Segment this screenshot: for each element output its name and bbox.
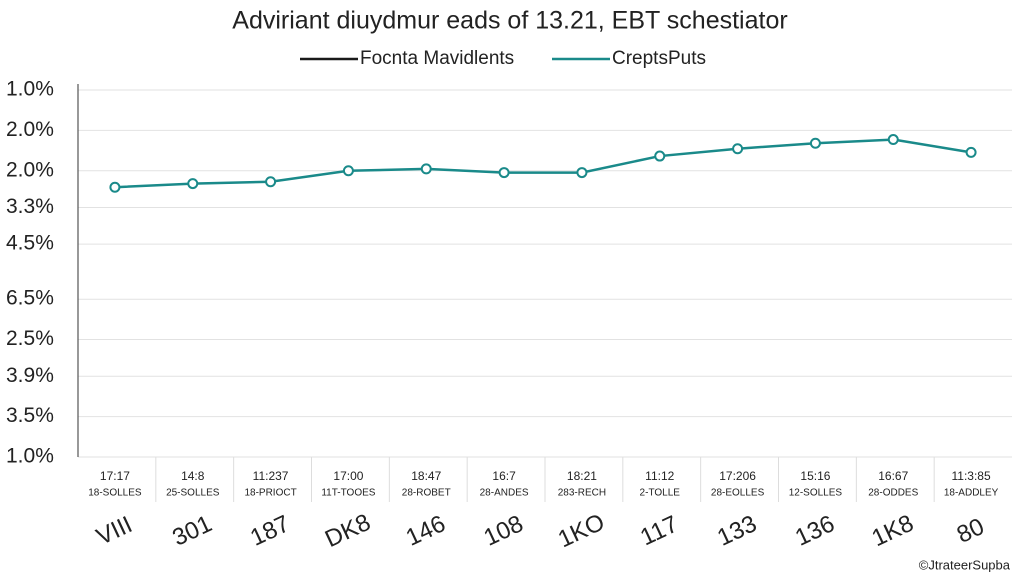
y-tick-label: 3.3% <box>6 195 54 218</box>
data-point <box>187 178 199 190</box>
x-detail-label: 11:237 <box>253 469 289 483</box>
x-detail-label: 17:00 <box>333 469 363 483</box>
data-point <box>654 150 666 162</box>
data-point <box>965 146 977 158</box>
x-detail-label: 18-PRIOCT <box>244 488 296 499</box>
x-detail-label: 17:17 <box>100 469 130 483</box>
data-point <box>420 163 432 175</box>
x-detail-label: 28-ODDES <box>868 488 918 499</box>
y-tick-label: 2.0% <box>6 158 54 181</box>
x-detail-label: 17:206 <box>719 469 756 483</box>
x-detail-label: 28-ROBET <box>402 488 451 499</box>
series-line <box>114 138 972 189</box>
x-detail-label: 28-EOLLES <box>711 488 765 499</box>
chart-title: Adviriant diuydmur eads of 13.21, EBT sc… <box>232 7 787 35</box>
x-detail-label: 11:3:85 <box>952 469 991 483</box>
x-detail-label: 18:47 <box>411 469 441 483</box>
y-tick-label: 2.0% <box>6 118 54 141</box>
data-point <box>887 134 899 146</box>
data-point <box>809 137 821 149</box>
x-detail-label: 28-ANDES <box>480 488 529 499</box>
x-tick-label: DK8 <box>321 509 375 553</box>
x-tick-label: 187 <box>246 510 294 551</box>
x-detail-label: 18-SOLLES <box>88 488 142 499</box>
y-tick-label: 1.0% <box>6 78 54 101</box>
x-detail-label: 2-TOLLE <box>640 488 681 499</box>
x-tick-label: 108 <box>480 510 528 551</box>
x-detail-label: 16:67 <box>878 469 908 483</box>
data-point <box>732 143 744 155</box>
y-tick-label: 3.9% <box>6 364 54 387</box>
x-tick-label: 133 <box>713 510 761 551</box>
x-detail-label: 11T-TOOES <box>321 488 375 499</box>
data-point <box>498 167 510 179</box>
x-tick-label: 1K8 <box>868 510 918 553</box>
x-tick-label: 301 <box>168 510 216 551</box>
y-tick-label: 1.0% <box>6 445 54 468</box>
x-detail-label: 14:8 <box>181 469 205 483</box>
x-tick-label: VIII <box>92 511 136 551</box>
legend-label: CreptsPuts <box>612 48 706 69</box>
watermark: ©JtrateerSupba <box>919 557 1011 572</box>
x-detail-label: 16:7 <box>492 469 516 483</box>
x-detail-label: 25-SOLLES <box>166 488 220 499</box>
x-tick-label: 136 <box>791 510 839 551</box>
x-detail-label: 18-ADDLEY <box>944 488 999 499</box>
x-tick-label: 80 <box>953 513 989 549</box>
x-tick-label: 1KO <box>554 509 609 554</box>
x-detail-label: 18:21 <box>567 469 597 483</box>
y-tick-label: 4.5% <box>6 232 54 255</box>
y-tick-label: 6.5% <box>6 287 54 310</box>
data-point <box>109 181 121 193</box>
legend-label: Focnta Mavidlents <box>360 48 514 69</box>
data-point <box>265 176 277 188</box>
y-tick-label: 2.5% <box>6 327 54 350</box>
x-detail-label: 283-RECH <box>558 488 606 499</box>
x-detail-label: 12-SOLLES <box>789 488 843 499</box>
x-detail-label: 11:12 <box>645 469 674 483</box>
data-point <box>342 165 354 177</box>
y-tick-label: 3.5% <box>6 404 54 427</box>
data-point <box>576 167 588 179</box>
x-tick-label: 117 <box>636 511 682 552</box>
x-detail-label: 15:16 <box>800 469 830 483</box>
x-tick-label: 146 <box>402 510 450 551</box>
